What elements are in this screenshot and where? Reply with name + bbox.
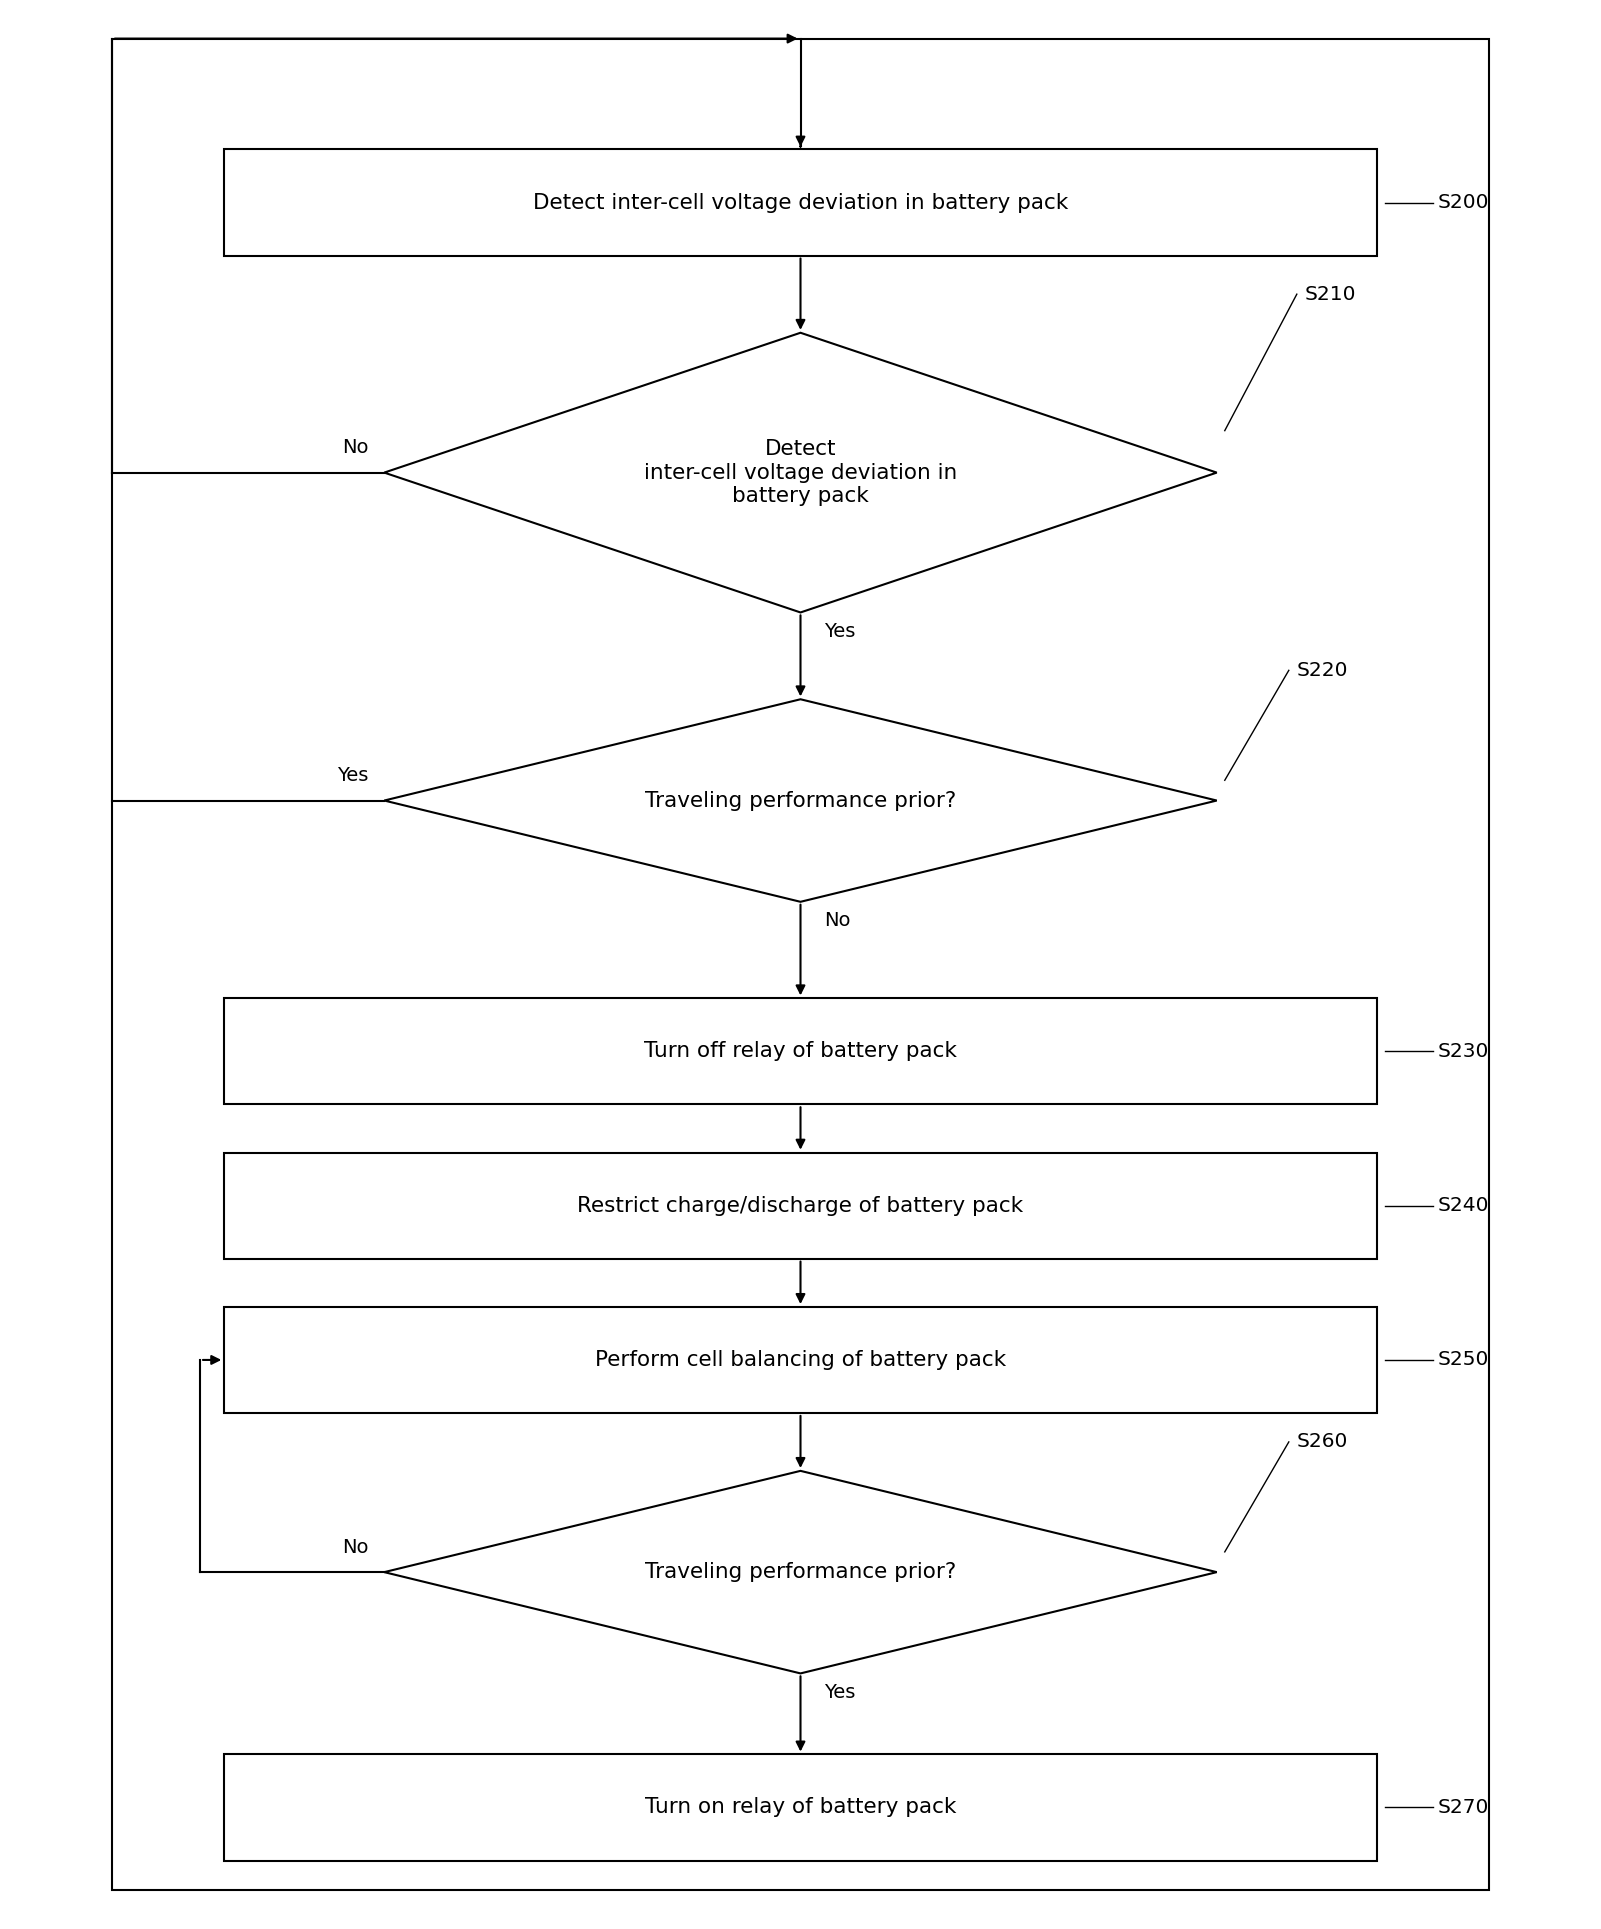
Text: Detect inter-cell voltage deviation in battery pack: Detect inter-cell voltage deviation in b… — [533, 193, 1068, 212]
Bar — [224, 1308, 1377, 1412]
Bar — [224, 999, 1377, 1103]
Text: S250: S250 — [1438, 1350, 1489, 1370]
Text: Restrict charge/discharge of battery pack: Restrict charge/discharge of battery pac… — [578, 1196, 1023, 1215]
Text: S230: S230 — [1438, 1042, 1489, 1061]
Text: S220: S220 — [1297, 662, 1348, 679]
Text: Traveling performance prior?: Traveling performance prior? — [645, 1562, 956, 1582]
Text: S270: S270 — [1438, 1798, 1489, 1817]
Text: S200: S200 — [1438, 193, 1489, 212]
Bar — [224, 150, 1377, 255]
Text: Turn off relay of battery pack: Turn off relay of battery pack — [644, 1042, 957, 1061]
Text: Detect
inter-cell voltage deviation in
battery pack: Detect inter-cell voltage deviation in b… — [644, 440, 957, 505]
Bar — [224, 1755, 1377, 1860]
Bar — [112, 39, 1489, 1890]
Bar — [224, 1152, 1377, 1260]
Polygon shape — [384, 1470, 1217, 1672]
Text: S260: S260 — [1297, 1433, 1348, 1451]
Text: Traveling performance prior?: Traveling performance prior? — [645, 791, 956, 810]
Polygon shape — [384, 700, 1217, 903]
Text: S210: S210 — [1305, 285, 1356, 303]
Text: Perform cell balancing of battery pack: Perform cell balancing of battery pack — [596, 1350, 1005, 1370]
Text: S240: S240 — [1438, 1196, 1489, 1215]
Text: Yes: Yes — [336, 766, 368, 785]
Text: Turn on relay of battery pack: Turn on relay of battery pack — [645, 1798, 956, 1817]
Text: Yes: Yes — [825, 1682, 857, 1701]
Text: No: No — [341, 1537, 368, 1557]
Text: No: No — [825, 912, 852, 930]
Polygon shape — [384, 332, 1217, 613]
Text: Yes: Yes — [825, 621, 857, 640]
Text: No: No — [341, 438, 368, 457]
